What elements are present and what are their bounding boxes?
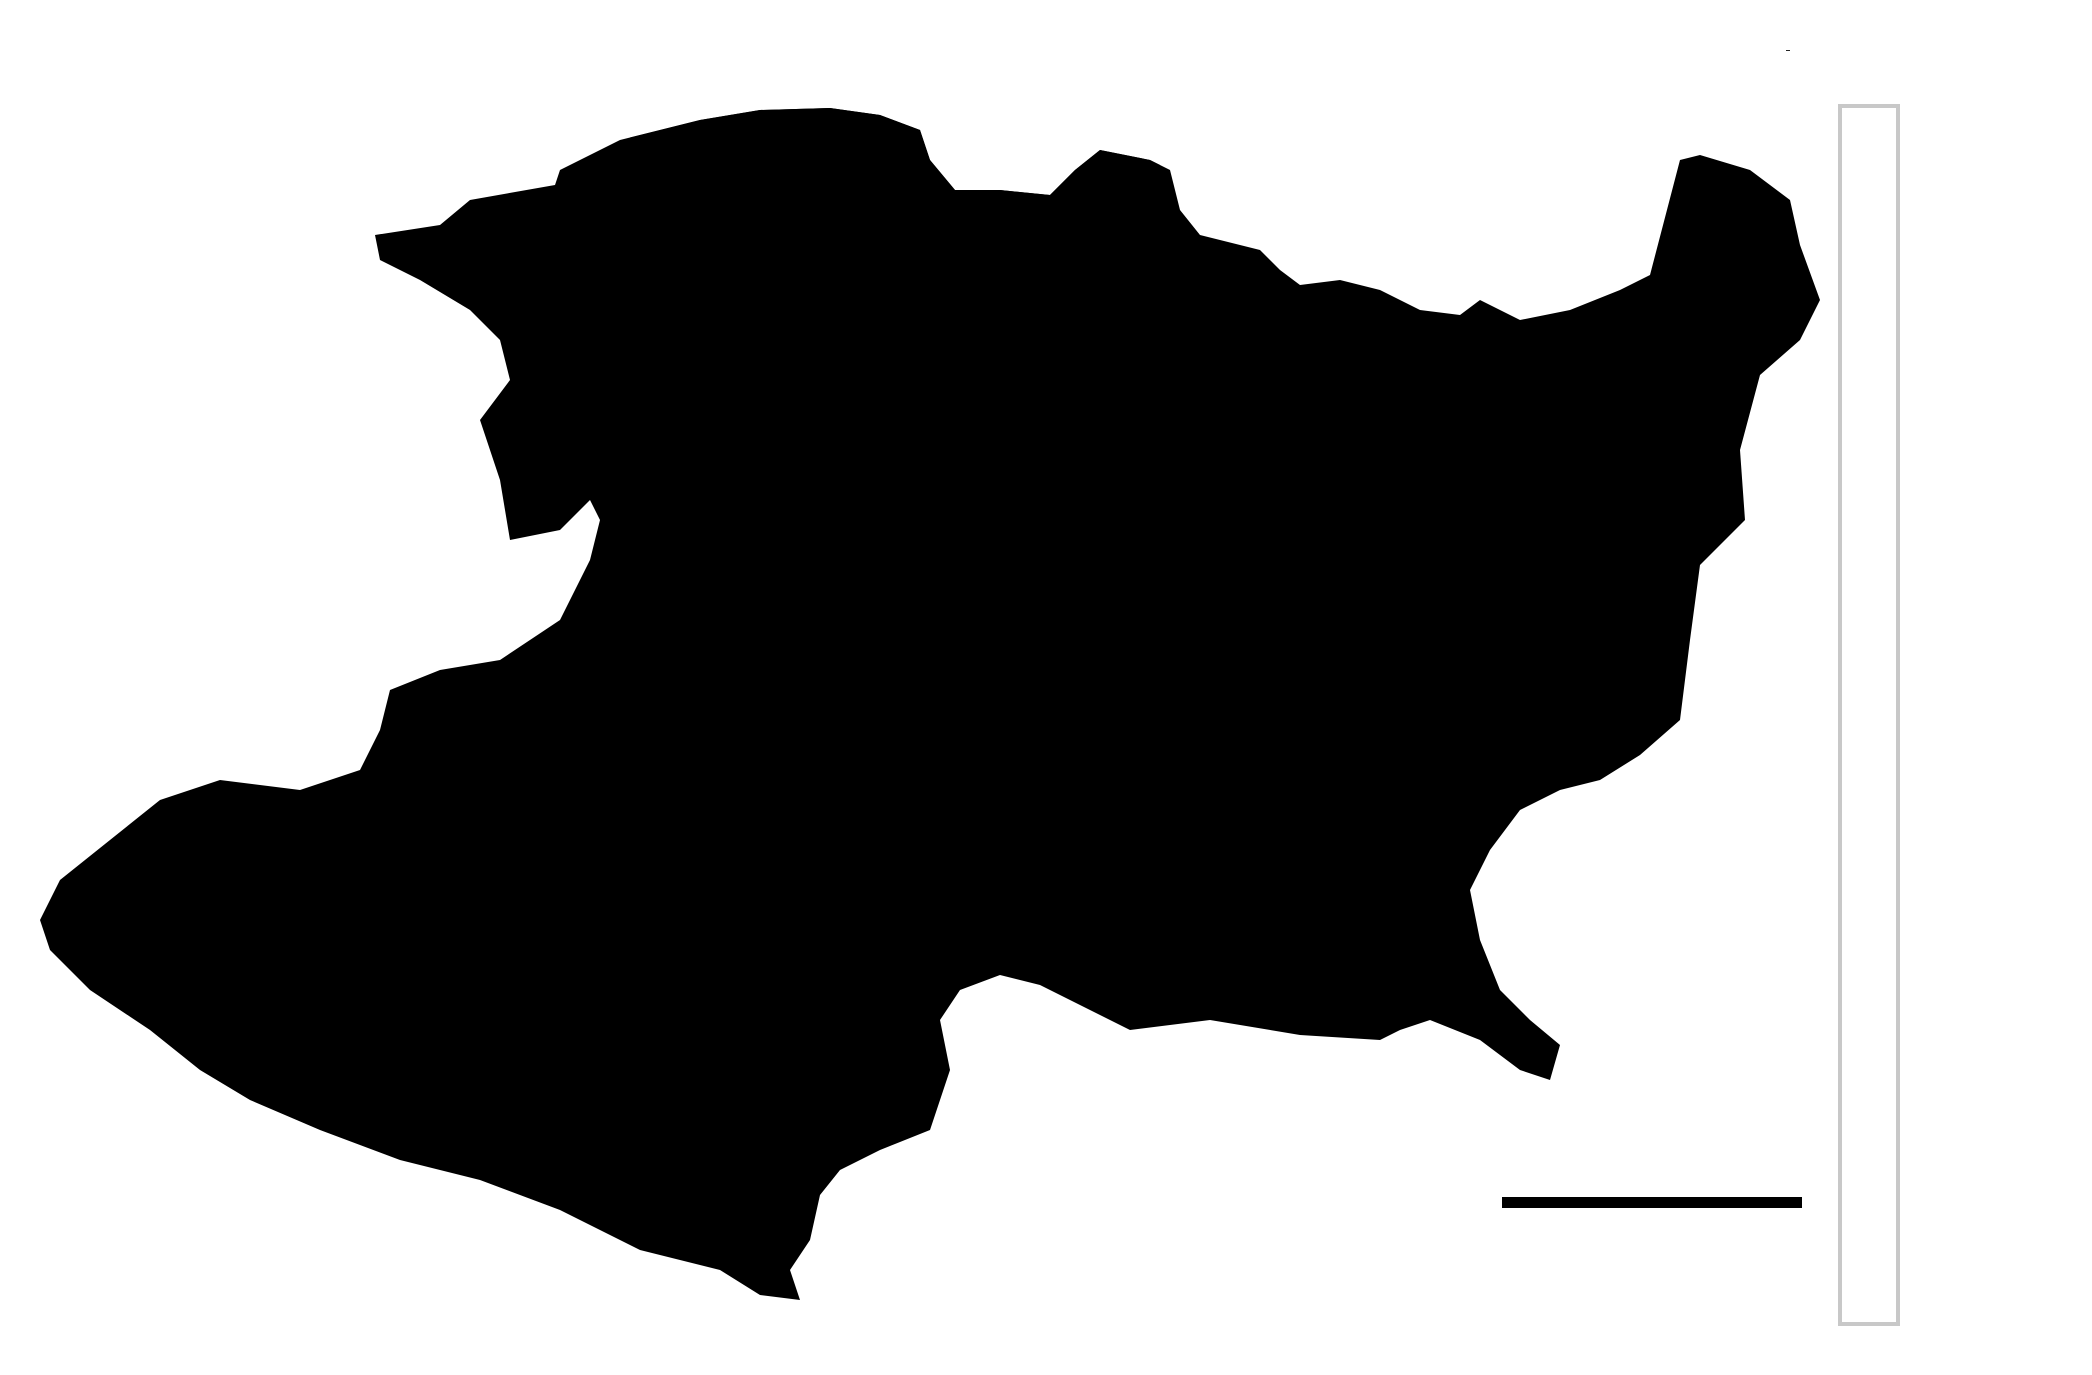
colorbar-label <box>1786 50 1794 51</box>
colorbar-label-fraction <box>1786 50 1790 51</box>
colorbar-label-numerator <box>1786 50 1790 51</box>
north-error-zone <box>630 108 1160 700</box>
colorbar <box>1838 104 1900 1326</box>
scale-bar <box>1502 1197 1802 1208</box>
